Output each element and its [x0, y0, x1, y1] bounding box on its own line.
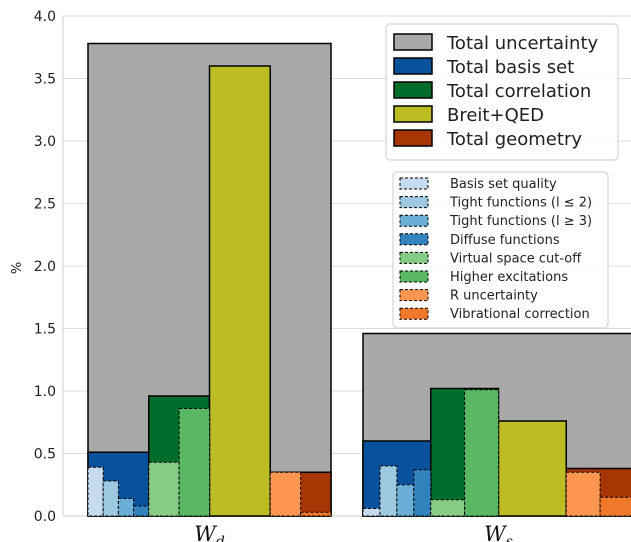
category-symbol: W — [194, 522, 218, 542]
legend-swatch — [399, 177, 429, 190]
bar-tight-functions-l-2- — [102, 480, 119, 517]
y-axis-label: % — [10, 262, 25, 274]
x-category-label: Ws — [484, 522, 513, 542]
y-tick-label: 2.5 — [34, 197, 56, 213]
legend-detail-frame — [392, 171, 609, 329]
legend-swatch — [393, 81, 433, 99]
legend-swatch — [399, 307, 429, 320]
bar-r-uncertainty — [565, 471, 601, 517]
legend-swatch — [393, 105, 433, 123]
y-tick-label: 4.0 — [34, 9, 56, 25]
legend-swatch — [399, 214, 429, 227]
bar-tight-functions-l-2- — [379, 465, 398, 517]
category-subscript: d — [216, 534, 225, 542]
y-tick-label: 1.0 — [34, 384, 56, 400]
bar-virtual-space-cut-off — [148, 461, 180, 517]
bar-r-uncertainty — [269, 471, 302, 517]
legend-swatch — [393, 57, 433, 75]
bar-diffuse-functions — [133, 505, 150, 517]
legend-label: Tight functions (l ≤ 2) — [449, 196, 592, 211]
legend-label: Total uncertainty — [446, 33, 599, 54]
legend-swatch — [399, 270, 429, 283]
bar-virtual-space-cut-off — [430, 499, 466, 517]
bar-higher-excitations — [178, 408, 210, 517]
legend-label: Higher excitations — [450, 270, 568, 285]
legend-label: Virtual space cut-off — [450, 251, 582, 266]
legend-label: Vibrational correction — [450, 307, 590, 322]
legend-swatch — [399, 233, 429, 246]
x-axis-category-labels: Wd Ws — [194, 522, 513, 542]
y-tick-label: 3.0 — [34, 134, 56, 150]
category-subscript: s — [506, 534, 513, 542]
bar-higher-excitations — [464, 389, 499, 517]
legend-label: Basis set quality — [450, 177, 557, 192]
legend-swatch — [399, 251, 429, 264]
bar-breit-qed — [497, 420, 567, 517]
legend-label: Total geometry — [446, 129, 582, 150]
legend-swatch — [393, 33, 433, 51]
legend-main: Total uncertainty Total basis set Total co… — [385, 23, 619, 161]
bars — [87, 42, 631, 517]
bar-basis-set-quality — [362, 508, 381, 517]
category-symbol: W — [484, 522, 508, 542]
bar-tight-functions-l-3- — [396, 484, 415, 517]
y-tick-label: 0.0 — [34, 509, 56, 525]
legend-main-frame — [385, 23, 619, 161]
legend-label: Breit+QED — [447, 105, 544, 126]
legend-swatch — [393, 129, 433, 147]
legend-swatch — [399, 289, 429, 302]
legend-label: R uncertainty — [450, 289, 538, 304]
legend-label: Tight functions (l ≥ 3) — [449, 214, 592, 229]
bar-vibrational-correction — [599, 496, 631, 517]
x-category-label: Wd — [194, 522, 225, 542]
bar-vibrational-correction — [300, 511, 332, 517]
y-tick-label: 3.5 — [34, 72, 56, 88]
bar-breit-qed — [208, 65, 271, 517]
bar-basis-set-quality — [87, 466, 104, 517]
legend-label: Total correlation — [446, 81, 591, 102]
bar-tight-functions-l-3- — [117, 498, 135, 517]
bar-diffuse-functions — [413, 469, 432, 517]
y-axis-ticks: 0.0 0.5 1.0 1.5 2.0 2.5 3.0 3.5 4.0 — [34, 9, 56, 525]
legend-swatch — [399, 196, 429, 209]
y-tick-label: 2.0 — [34, 259, 56, 275]
legend-detail: Basis set quality Tight functions (l ≤ 2)… — [392, 171, 609, 329]
legend-label: Total basis set — [446, 57, 574, 78]
legend-label: Diffuse functions — [450, 233, 560, 248]
y-tick-label: 1.5 — [34, 322, 56, 338]
y-tick-label: 0.5 — [34, 447, 56, 463]
